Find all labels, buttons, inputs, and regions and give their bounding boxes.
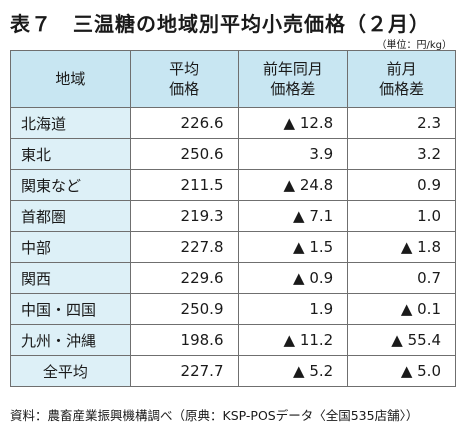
price-table: 地域 平均 価格 前年同月 価格差 前月 価格差 北海道 226.6 ▲ 12.8 2… — [10, 50, 456, 387]
yoy-diff-cell: ▲ 12.8 — [237, 107, 349, 139]
avg-price-cell: 227.8 — [129, 231, 239, 263]
yoy-diff-cell: ▲ 7.1 — [237, 200, 349, 232]
table-row: 中部 227.8 ▲ 1.5 ▲ 1.8 — [10, 231, 456, 263]
region-cell: 首都圏 — [10, 200, 131, 232]
avg-price-cell: 227.7 — [129, 355, 239, 387]
mom-diff-cell: 1.0 — [347, 200, 456, 232]
avg-price-cell: 229.6 — [129, 262, 239, 294]
region-cell: 北海道 — [10, 107, 131, 139]
region-cell: 関西 — [10, 262, 131, 294]
mom-diff-cell: ▲ 0.1 — [347, 293, 456, 325]
header-avg-price: 平均 価格 — [129, 50, 239, 108]
avg-price-cell: 250.9 — [129, 293, 239, 325]
yoy-diff-cell: ▲ 11.2 — [237, 324, 349, 356]
header-mom-diff: 前月 価格差 — [347, 50, 456, 108]
mom-diff-cell: ▲ 5.0 — [347, 355, 456, 387]
total-row: 全平均 227.7 ▲ 5.2 ▲ 5.0 — [10, 355, 456, 387]
avg-price-cell: 219.3 — [129, 200, 239, 232]
mom-diff-cell: 2.3 — [347, 107, 456, 139]
table-row: 関西 229.6 ▲ 0.9 0.7 — [10, 262, 456, 294]
mom-diff-cell: ▲ 55.4 — [347, 324, 456, 356]
region-cell: 九州・沖縄 — [10, 324, 131, 356]
yoy-diff-cell: 3.9 — [237, 138, 349, 170]
mom-diff-cell: 0.9 — [347, 169, 456, 201]
avg-price-cell: 211.5 — [129, 169, 239, 201]
yoy-diff-cell: ▲ 0.9 — [237, 262, 349, 294]
table-row: 関東など 211.5 ▲ 24.8 0.9 — [10, 169, 456, 201]
table-row: 東北 250.6 3.9 3.2 — [10, 138, 456, 170]
avg-price-cell: 198.6 — [129, 324, 239, 356]
yoy-diff-cell: ▲ 24.8 — [237, 169, 349, 201]
yoy-diff-cell: ▲ 1.5 — [237, 231, 349, 263]
avg-price-cell: 250.6 — [129, 138, 239, 170]
region-cell: 東北 — [10, 138, 131, 170]
table-title: 表７ 三温糖の地域別平均小売価格（２月） — [10, 12, 430, 36]
mom-diff-cell: 3.2 — [347, 138, 456, 170]
table-row: 中国・四国 250.9 1.9 ▲ 0.1 — [10, 293, 456, 325]
header-region: 地域 — [10, 50, 131, 108]
region-cell: 関東など — [10, 169, 131, 201]
mom-diff-cell: ▲ 1.8 — [347, 231, 456, 263]
avg-price-cell: 226.6 — [129, 107, 239, 139]
header-row: 地域 平均 価格 前年同月 価格差 前月 価格差 — [10, 50, 456, 108]
yoy-diff-cell: ▲ 5.2 — [237, 355, 349, 387]
region-cell: 全平均 — [10, 355, 131, 387]
table-row: 北海道 226.6 ▲ 12.8 2.3 — [10, 107, 456, 139]
source-note: 資料：農畜産業振興機構調べ（原典：KSP-POSデータ〈全国535店舗〉） — [10, 408, 419, 423]
header-yoy-diff: 前年同月 価格差 — [237, 50, 349, 108]
yoy-diff-cell: 1.9 — [237, 293, 349, 325]
table-row: 首都圏 219.3 ▲ 7.1 1.0 — [10, 200, 456, 232]
mom-diff-cell: 0.7 — [347, 262, 456, 294]
region-cell: 中部 — [10, 231, 131, 263]
table-row: 九州・沖縄 198.6 ▲ 11.2 ▲ 55.4 — [10, 324, 456, 356]
region-cell: 中国・四国 — [10, 293, 131, 325]
unit-note: （単位：円/kg） — [376, 40, 452, 51]
